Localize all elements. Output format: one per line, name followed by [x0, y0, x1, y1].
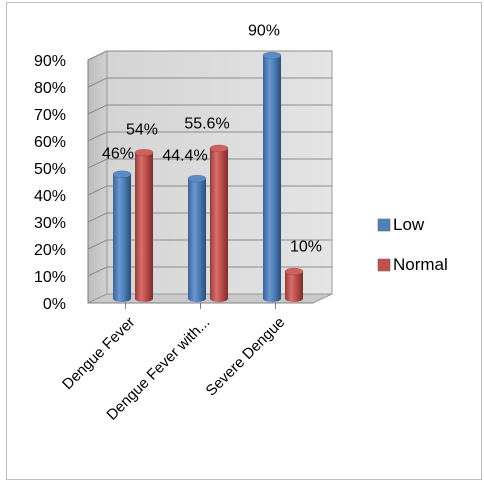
- bars: [112, 51, 304, 303]
- side-wall: [87, 50, 108, 304]
- category-label: Severe Dengue: [203, 314, 289, 400]
- data-label: 10%: [290, 239, 322, 256]
- gridline-side: [87, 266, 108, 277]
- bar-low: [112, 170, 132, 303]
- y-axis-tick-labels: 0% 10% 20% 30% 40% 50% 60% 70% 80% 90%: [34, 53, 66, 313]
- bar-cap: [262, 51, 282, 60]
- bar-body: [285, 271, 303, 303]
- y-tick-label: 0%: [43, 296, 66, 313]
- gridline-side: [87, 212, 108, 223]
- category-label: Dengue Fever: [59, 314, 138, 393]
- bar-normal: [284, 267, 304, 303]
- legend-label: Low: [393, 215, 425, 234]
- y-tick-label: 60%: [34, 134, 66, 151]
- bar-body: [135, 152, 153, 303]
- bar-cap: [209, 144, 229, 153]
- data-label: 44.4%: [162, 148, 207, 165]
- gridline-side: [87, 131, 108, 142]
- gridline-side: [87, 77, 108, 88]
- y-tick-label: 40%: [34, 188, 66, 205]
- bar-low: [262, 51, 282, 303]
- bar-body: [210, 148, 228, 303]
- bar-cap: [134, 148, 154, 157]
- gridline-side: [87, 239, 108, 250]
- legend-item-low: Low: [377, 215, 425, 234]
- y-tick-label: 90%: [34, 53, 66, 70]
- y-tick-label: 70%: [34, 107, 66, 124]
- bar-cap: [112, 170, 132, 179]
- bar-normal: [209, 144, 229, 303]
- data-labels: 46% 44.4% 90% 54% 55.6% 10%: [102, 23, 322, 256]
- gridline-side: [87, 50, 108, 61]
- bar-body: [188, 178, 206, 303]
- bar-body: [113, 174, 131, 303]
- y-tick-label: 10%: [34, 269, 66, 286]
- legend-swatch: [377, 218, 391, 232]
- gridline-side: [87, 158, 108, 169]
- y-tick-label: 50%: [34, 161, 66, 178]
- data-label: 54%: [126, 122, 158, 139]
- legend-swatch: [377, 258, 391, 272]
- bar-cap: [187, 174, 207, 183]
- y-tick-label: 80%: [34, 80, 66, 97]
- bar-normal: [134, 148, 154, 303]
- y-tick-label: 30%: [34, 215, 66, 232]
- gridline-side: [87, 185, 108, 196]
- gridline-side: [87, 104, 108, 115]
- y-tick-label: 20%: [34, 242, 66, 259]
- data-label: 55.6%: [184, 115, 229, 132]
- bar-body: [263, 55, 281, 303]
- data-label: 46%: [102, 145, 134, 162]
- legend: Low Normal: [377, 215, 448, 274]
- legend-item-normal: Normal: [377, 255, 448, 274]
- axes: [87, 60, 313, 309]
- data-label: 90%: [248, 23, 280, 40]
- bar-cap: [284, 267, 304, 276]
- legend-label: Normal: [393, 255, 448, 274]
- bar-low: [187, 174, 207, 303]
